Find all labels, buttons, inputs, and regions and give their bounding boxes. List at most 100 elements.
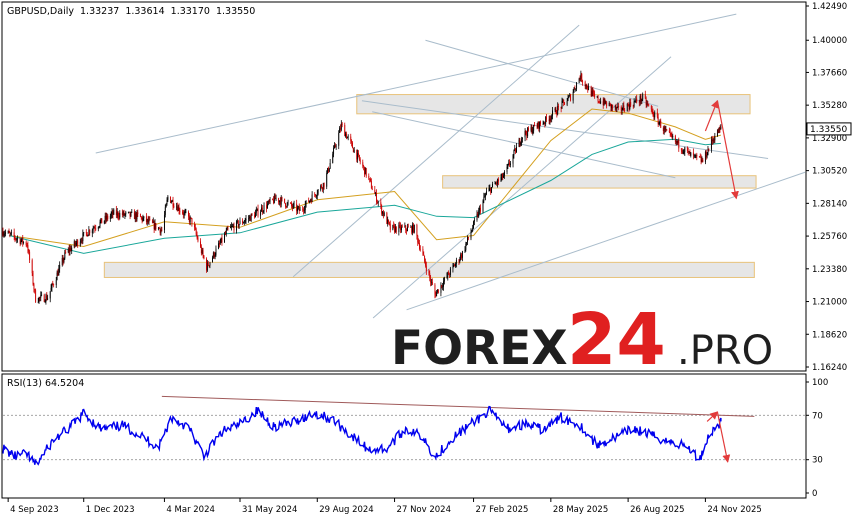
candle-body-367 [443, 281, 444, 287]
price-tick-label-4: 1.32900 [812, 134, 847, 144]
candle-body-336 [406, 229, 408, 231]
candle-body-356 [430, 277, 432, 283]
time-axis[interactable]: 4 Sep 2023 1 Dec 2023 4 Mar 2024 31 May 202… [7, 498, 762, 515]
candle-body-402 [485, 194, 487, 197]
candle-body-375 [453, 264, 455, 266]
candle-body-18 [23, 241, 25, 243]
candle-body-50 [62, 258, 64, 262]
candle-body-123 [149, 219, 151, 221]
candle-body-536 [646, 103, 648, 105]
candle-body-2 [4, 233, 6, 235]
candle-body-564 [680, 148, 682, 151]
candle-body-579 [698, 156, 700, 158]
candle-body-515 [621, 110, 623, 111]
candle-body-312 [376, 202, 378, 203]
candle-body-397 [479, 207, 481, 211]
candle-body-95 [116, 211, 118, 216]
candle-body-192 [232, 226, 234, 227]
candle-body-522 [629, 102, 631, 109]
candle-body-287 [346, 136, 348, 139]
price-axis[interactable]: 1.42490 1.40000 1.37660 1.35280 1.32900 1.305… [806, 2, 847, 373]
candle-body-305 [369, 178, 371, 180]
candle-body-308 [371, 188, 373, 190]
candle-body-580 [699, 157, 701, 158]
candle-body-204 [248, 218, 250, 220]
candle-body-283 [341, 123, 343, 125]
candle-body-259 [314, 194, 316, 196]
candle-body-303 [365, 168, 367, 176]
time-tick-label-3: 31 May 2024 [242, 505, 297, 515]
candle-body-271 [327, 168, 329, 172]
candle-body-370 [447, 272, 449, 277]
candle-body-495 [597, 96, 599, 102]
rsi-panel[interactable] [1, 373, 807, 499]
candle-body-156 [189, 217, 191, 222]
candle-body-559 [674, 135, 676, 142]
candle-body-153 [185, 211, 187, 213]
candle-body-467 [563, 100, 565, 103]
candle-body-27 [34, 289, 36, 291]
candle-body-91 [111, 211, 113, 214]
candle-body-477 [575, 88, 577, 90]
candle-body-151 [183, 212, 185, 215]
candle-body-426 [514, 148, 516, 151]
price-tick-label-5: 1.30520 [812, 167, 847, 177]
candle-body-304 [368, 175, 370, 179]
candle-body-535 [645, 98, 647, 105]
candle-body-533 [642, 94, 644, 100]
candle-body-442 [533, 124, 535, 131]
candle-body-42 [52, 283, 54, 285]
candle-body-310 [375, 192, 377, 194]
candle-body-284 [344, 124, 346, 137]
candle-body-537 [647, 103, 649, 105]
candle-body-576 [694, 154, 696, 156]
candle-body-68 [83, 232, 85, 234]
candle-body-165 [200, 246, 202, 254]
candle-body-334 [404, 225, 406, 227]
candle-body-441 [532, 130, 534, 134]
candle-body-196 [237, 221, 239, 227]
candle-body-141 [171, 200, 173, 202]
moving-average-2 [8, 138, 721, 254]
candle-body-172 [208, 265, 210, 267]
candle-body-9 [13, 232, 15, 237]
candle-body-507 [611, 105, 613, 109]
candle-body-358 [431, 281, 433, 285]
candle-body-87 [106, 215, 108, 220]
rsi-tick-label-0: 100 [812, 378, 828, 388]
candle-body-353 [425, 265, 427, 272]
candle-body-167 [202, 250, 204, 256]
candle-body-406 [490, 187, 492, 193]
price-tick-label-8: 1.23380 [812, 265, 847, 275]
candle-body-17 [22, 237, 24, 243]
candle-body-246 [297, 206, 299, 208]
candle-body-273 [329, 162, 331, 169]
candle-body-81 [99, 221, 101, 227]
candle-body-479 [578, 78, 580, 83]
candle-body-69 [85, 232, 87, 233]
candle-body-521 [628, 105, 630, 109]
candle-body-499 [602, 101, 604, 106]
candle-body-234 [284, 198, 286, 204]
candle-body-126 [153, 221, 155, 230]
candle-body-262 [316, 193, 318, 196]
candle-body-251 [303, 209, 305, 211]
candle-body-572 [689, 151, 691, 156]
candle-body-19 [25, 241, 27, 246]
candle-body-538 [648, 104, 650, 106]
candle-body-323 [389, 223, 391, 230]
candle-body-459 [554, 108, 556, 111]
candle-body-75 [92, 228, 94, 231]
candle-body-99 [121, 213, 123, 215]
candle-body-328 [395, 226, 397, 233]
candle-body-291 [352, 142, 353, 149]
candle-body-591 [712, 139, 714, 142]
candle-body-250 [303, 209, 304, 211]
candle-body-418 [504, 171, 505, 176]
candle-body-440 [531, 127, 533, 134]
candle-body-270 [327, 168, 329, 174]
candle-body-220 [267, 203, 268, 209]
candle-body-60 [74, 241, 76, 245]
candle-body-302 [364, 168, 366, 175]
